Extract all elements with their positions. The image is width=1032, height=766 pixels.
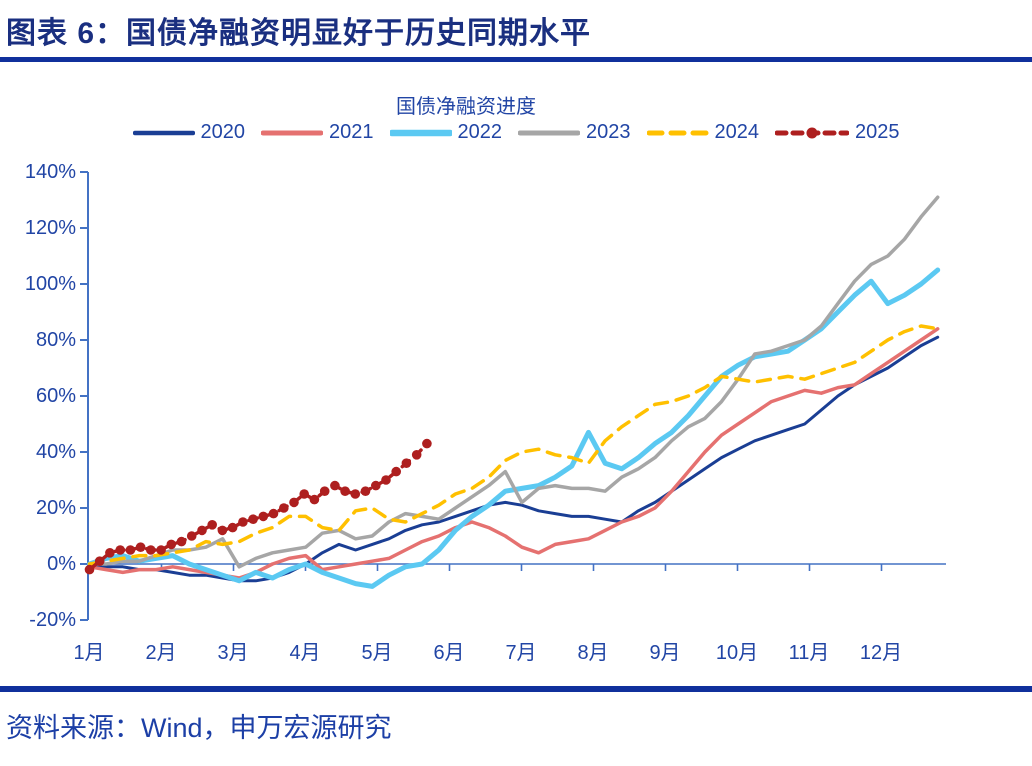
data-point-marker (340, 486, 350, 497)
legend-item-2021: 2021 (261, 121, 374, 144)
x-axis-label: 8月 (577, 642, 609, 664)
y-axis-label: 40% (35, 441, 76, 463)
legend-item-2020: 2020 (132, 121, 246, 144)
legend-label: 2025 (855, 121, 900, 143)
legend-label: 2020 (200, 121, 246, 143)
x-axis-label: 12月 (859, 642, 903, 664)
y-axis-label: 60% (35, 385, 76, 407)
series-2024 (87, 324, 940, 566)
data-point-marker (197, 525, 207, 536)
x-axis-zero-line (88, 563, 946, 571)
legend-swatch-2022-icon (389, 129, 452, 136)
data-point-marker (360, 486, 371, 497)
legend-item-2024: 2024 (646, 121, 760, 144)
y-axis-label: 120% (24, 217, 76, 239)
data-point-marker (401, 458, 412, 469)
data-point-marker (125, 545, 136, 555)
data-point-marker (422, 438, 432, 449)
y-axis-label: 140% (24, 161, 76, 183)
data-point-marker (105, 548, 115, 558)
chart-title: 国债净融资进度 (396, 96, 536, 118)
legend-item-2023: 2023 (518, 121, 631, 144)
data-point-marker (330, 480, 340, 491)
data-point-marker (279, 503, 289, 513)
data-point-marker (227, 522, 238, 533)
y-axis (80, 171, 89, 621)
data-point-marker (94, 556, 105, 566)
data-point-marker (146, 545, 156, 555)
x-axis-label: 3月 (217, 642, 249, 664)
data-point-marker (381, 475, 391, 485)
data-point-marker (391, 466, 402, 477)
data-point-marker (115, 545, 125, 555)
y-axis-label: -20% (29, 609, 76, 631)
chart-legend: 2020 2021 2022 2023 2024 2025 (0, 121, 1032, 144)
legend-label: 2023 (586, 121, 631, 143)
data-point-marker (238, 517, 248, 527)
data-point-marker (207, 520, 217, 530)
legend-label: 2022 (457, 121, 503, 143)
data-point-marker (84, 564, 95, 575)
data-point-marker (289, 497, 299, 508)
legend-label: 2021 (329, 121, 374, 143)
legend-swatch-2024-icon (646, 130, 709, 135)
data-point-marker (135, 542, 146, 552)
x-axis-label: 2月 (145, 642, 177, 664)
x-axis-label: 6月 (433, 642, 465, 664)
legend-swatch-2025-icon (775, 127, 849, 138)
source-note: 资料来源：Wind，申万宏源研究 (6, 713, 392, 743)
legend-swatch-2020-icon (132, 130, 195, 135)
data-point-marker (411, 450, 422, 460)
series-2025 (84, 438, 432, 575)
data-point-marker (258, 511, 269, 522)
footer-divider (0, 686, 1032, 692)
x-axis-label: 10月 (715, 642, 759, 664)
x-axis-label: 11月 (788, 642, 830, 664)
data-point-marker (186, 531, 197, 541)
data-point-marker (319, 486, 330, 497)
x-axis-label: 7月 (505, 642, 537, 664)
data-point-marker (166, 539, 177, 550)
series-2023 (87, 195, 940, 569)
data-point-marker (248, 514, 258, 524)
data-point-marker (268, 508, 279, 519)
x-axis-label: 1月 (73, 642, 105, 664)
y-axis-label: 100% (24, 273, 76, 295)
series-2022 (87, 267, 941, 589)
page-title: 图表 6：国债净融资明显好于历史同期水平 (6, 17, 592, 50)
legend-item-2022: 2022 (389, 121, 503, 144)
x-axis-label: 4月 (289, 642, 321, 664)
legend-swatch-2023-icon (518, 130, 580, 135)
data-point-marker (156, 545, 166, 555)
y-axis-label: 0% (47, 553, 76, 575)
data-point-marker (309, 494, 320, 505)
x-axis-label: 5月 (361, 642, 393, 664)
legend-swatch-2021-icon (261, 130, 323, 135)
data-point-marker (371, 480, 381, 491)
x-axis-label: 9月 (649, 642, 681, 664)
data-point-marker (350, 489, 361, 499)
y-axis-label: 80% (35, 329, 76, 351)
data-point-marker (217, 525, 228, 536)
title-divider (0, 57, 1032, 62)
data-point-marker (299, 489, 310, 499)
y-axis-label: 20% (35, 497, 76, 519)
legend-item-2025: 2025 (775, 121, 900, 144)
data-point-marker (176, 536, 187, 547)
legend-label: 2024 (714, 121, 760, 143)
